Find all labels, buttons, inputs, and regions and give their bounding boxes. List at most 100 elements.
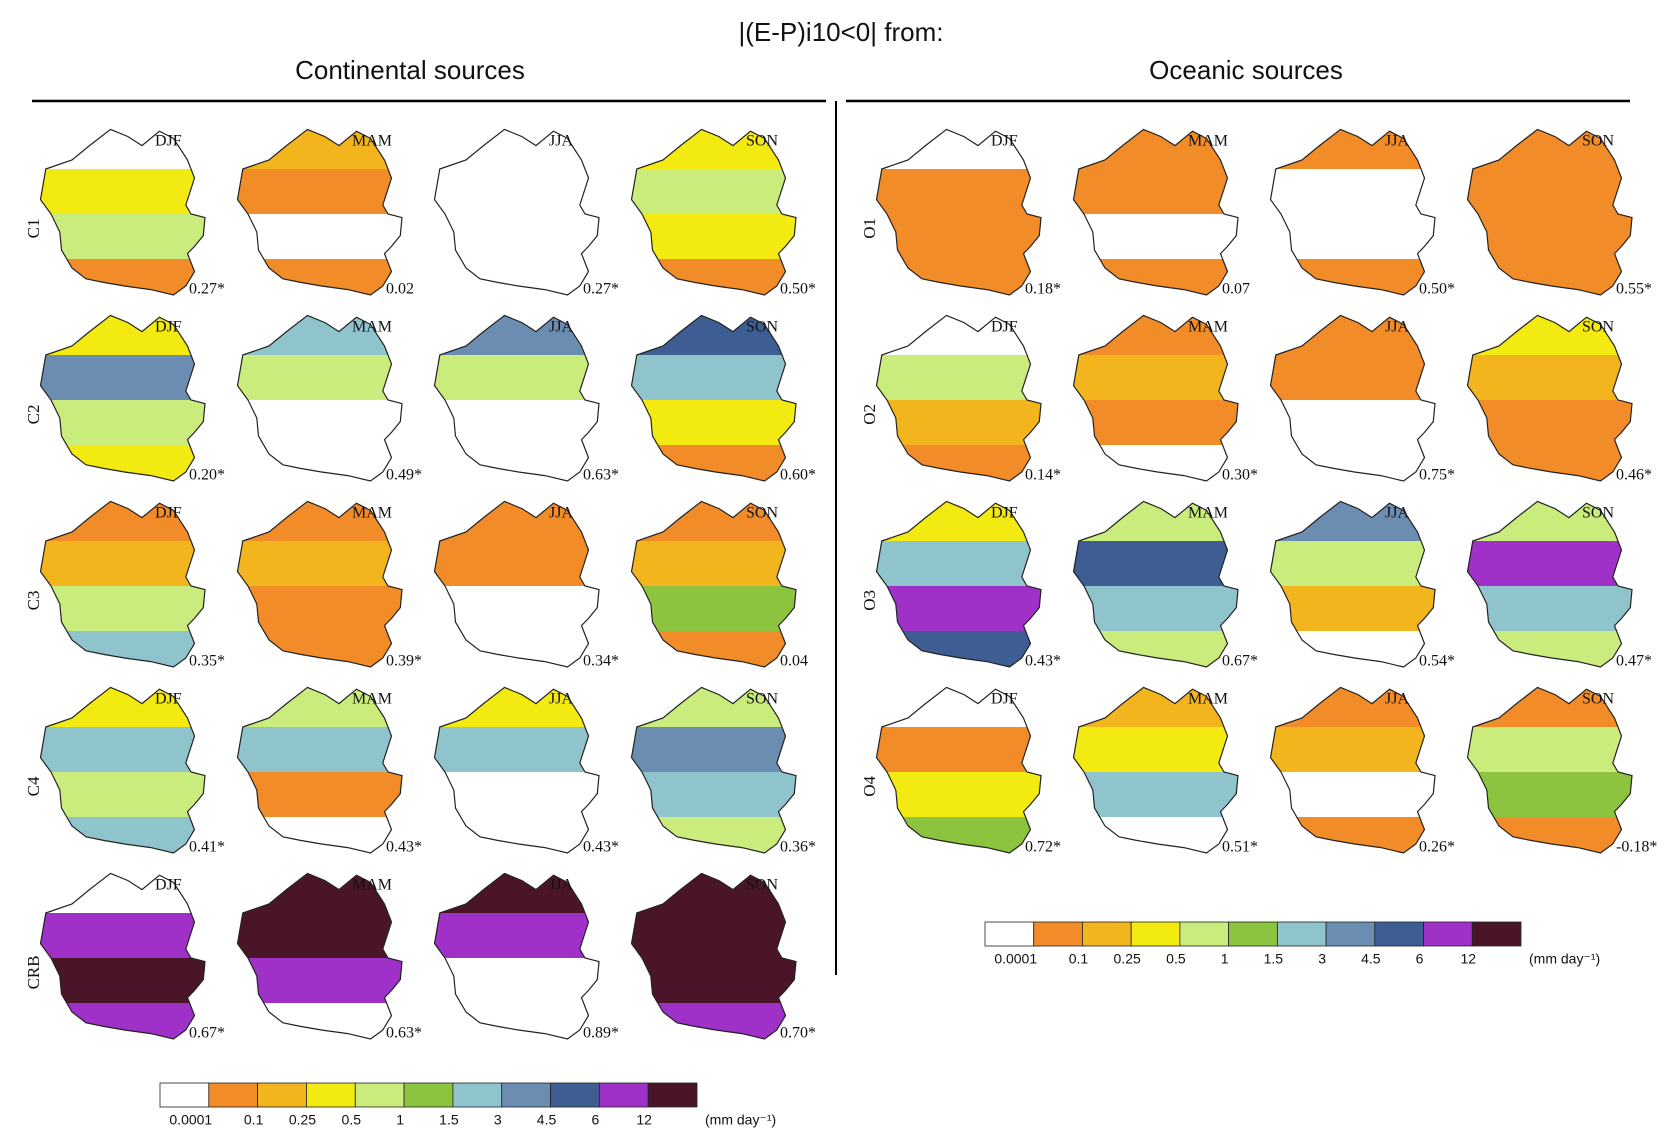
- season-label: DJF: [155, 319, 182, 336]
- field-band: [631, 355, 796, 406]
- season-label: SON: [1582, 133, 1614, 150]
- map-panel: SON 0.36*: [630, 686, 816, 856]
- row-label: C1: [24, 218, 43, 238]
- correlation-label: 0.43*: [583, 839, 619, 856]
- colorbar-swatch: [550, 1082, 600, 1108]
- colorbar-swatch: [1325, 921, 1376, 947]
- map-panel: MAM 0.30*: [1072, 314, 1258, 484]
- field-band: [1270, 400, 1435, 451]
- colorbar-swatch: [1471, 921, 1522, 947]
- field-band: [40, 501, 205, 542]
- map-panel: MAM 0.07: [1072, 128, 1250, 298]
- colorbar-swatch: [1374, 921, 1424, 947]
- colorbar-tick-label: 0.1: [244, 1112, 264, 1128]
- map-panel: SON 0.46*: [1466, 314, 1652, 484]
- colorbar-swatch: [354, 1082, 405, 1108]
- field-band: [1073, 169, 1238, 220]
- field-band: [1073, 400, 1238, 451]
- colorbar-unit: (mm day⁻¹): [1529, 951, 1600, 967]
- field-band: [876, 400, 1041, 451]
- colorbar-tick-label: 12: [1460, 951, 1476, 967]
- basin-outline: [1269, 686, 1436, 854]
- field-band: [1270, 355, 1435, 406]
- field-band: [876, 129, 1041, 170]
- basin-outline: [1466, 314, 1633, 482]
- map-panel: DJF 0.27* C1: [24, 128, 225, 298]
- map-panel: MAM 0.49*: [236, 314, 422, 484]
- correlation-label: 0.36*: [780, 839, 816, 856]
- field-band: [631, 129, 796, 170]
- map-field: [1073, 129, 1238, 296]
- row-label: C3: [24, 590, 43, 610]
- correlation-label: 0.50*: [780, 281, 816, 298]
- colorbar-tick-label: 1: [396, 1112, 404, 1128]
- colorbar-swatch: [306, 1082, 356, 1108]
- colorbar-swatch: [1130, 921, 1181, 947]
- correlation-label: 0.14*: [1025, 467, 1061, 484]
- basin-outline: [1072, 314, 1239, 482]
- field-band: [1467, 586, 1632, 637]
- season-label: SON: [1582, 319, 1614, 336]
- map-panel: JJA 0.34*: [433, 500, 619, 670]
- colorbar-swatch: [257, 1082, 307, 1108]
- basin-outline: [39, 872, 206, 1040]
- season-label: MAM: [352, 691, 392, 708]
- correlation-label: 0.67*: [1222, 653, 1258, 670]
- season-label: JJA: [1385, 691, 1409, 708]
- field-band: [1073, 541, 1238, 592]
- correlation-label: 0.89*: [583, 1025, 619, 1042]
- correlation-label: 0.54*: [1419, 653, 1455, 670]
- field-band: [434, 727, 599, 778]
- field-band: [237, 586, 402, 637]
- season-label: DJF: [155, 133, 182, 150]
- field-band: [237, 772, 402, 823]
- field-band: [40, 355, 205, 406]
- map-panel: JJA 0.50*: [1269, 128, 1455, 298]
- field-band: [631, 586, 796, 637]
- colorbar-tick-label: 6: [591, 1112, 599, 1128]
- map-panel: DJF 0.72* O4: [860, 686, 1061, 856]
- season-label: MAM: [1188, 319, 1228, 336]
- colorbar-tick-label: 0.1: [1069, 951, 1089, 967]
- row-label: O3: [860, 590, 879, 611]
- map-panel: MAM 0.51*: [1072, 686, 1258, 856]
- colorbar-tick-label: 4.5: [537, 1112, 557, 1128]
- field-band: [631, 772, 796, 823]
- basin-outline: [1072, 500, 1239, 668]
- field-band: [237, 687, 402, 728]
- colorbar-swatch: [1033, 921, 1083, 947]
- map-panel: JJA 0.89*: [433, 872, 619, 1042]
- field-band: [631, 541, 796, 592]
- field-band: [631, 873, 796, 914]
- season-label: JJA: [1385, 133, 1409, 150]
- field-band: [434, 129, 599, 170]
- season-label: SON: [1582, 505, 1614, 522]
- field-band: [876, 315, 1041, 356]
- field-band: [237, 315, 402, 356]
- correlation-label: 0.20*: [189, 467, 225, 484]
- field-band: [1467, 169, 1632, 220]
- colorbar-swatch: [452, 1082, 503, 1108]
- field-band: [40, 772, 205, 823]
- map-panel: JJA 0.63*: [433, 314, 619, 484]
- field-band: [1467, 214, 1632, 265]
- colorbar-swatch: [403, 1082, 454, 1108]
- field-band: [1467, 687, 1632, 728]
- map-field: [40, 501, 205, 668]
- season-label: DJF: [155, 505, 182, 522]
- basin-outline: [1269, 128, 1436, 296]
- basin-outline: [630, 872, 797, 1040]
- basin-outline: [39, 128, 206, 296]
- field-band: [1073, 355, 1238, 406]
- basin-outline: [433, 128, 600, 296]
- season-label: SON: [746, 133, 778, 150]
- map-panel: DJF 0.14* O2: [860, 314, 1061, 484]
- season-label: SON: [746, 505, 778, 522]
- field-band: [434, 214, 599, 265]
- field-band: [434, 958, 599, 1009]
- field-band: [40, 129, 205, 170]
- season-label: MAM: [352, 133, 392, 150]
- basin-outline: [433, 686, 600, 854]
- colorbar-tick-label: 0.5: [342, 1112, 362, 1128]
- row-label: O4: [860, 776, 879, 797]
